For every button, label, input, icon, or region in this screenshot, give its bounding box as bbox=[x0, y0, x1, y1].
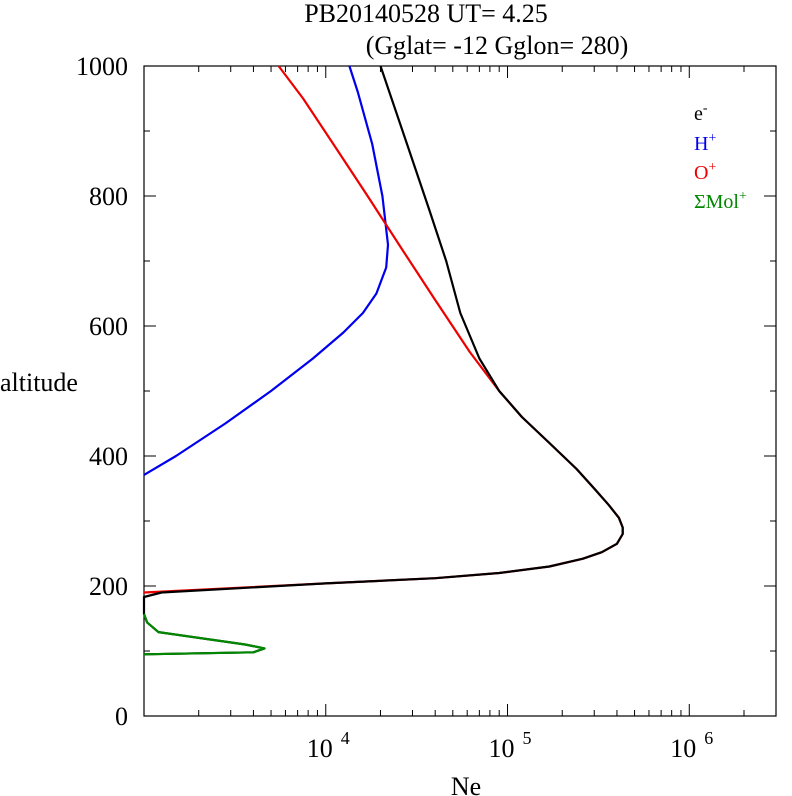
x-tick-label: 10 bbox=[307, 734, 333, 763]
axes: 0 200 400 600 800 1000 10 4 10 5 10 6 bbox=[76, 52, 777, 763]
y-tick-label: 0 bbox=[115, 702, 128, 731]
y-tick-label: 200 bbox=[89, 572, 128, 601]
legend-entry: H+ bbox=[694, 131, 716, 155]
x-tick-label-exponent: 5 bbox=[523, 728, 532, 748]
x-tick-label: 10 bbox=[489, 734, 515, 763]
plot-lines bbox=[142, 65, 624, 656]
x-tick-label: 10 bbox=[670, 734, 696, 763]
series-line-3 bbox=[142, 613, 266, 656]
x-tick-label-exponent: 4 bbox=[341, 728, 350, 748]
plot-frame bbox=[143, 65, 777, 717]
legend-entry: e- bbox=[694, 101, 708, 125]
x-axis-label: Ne bbox=[451, 772, 481, 796]
series-line-1 bbox=[143, 65, 390, 476]
y-tick-label: 600 bbox=[89, 312, 128, 341]
chart-title-line2: (Gglat= -12 Gglon= 280) bbox=[366, 31, 629, 60]
legend-entry: O+ bbox=[694, 160, 716, 184]
y-tick-label: 800 bbox=[89, 182, 128, 211]
x-tick-label-exponent: 6 bbox=[704, 728, 713, 748]
legend: e- H+ O+ ΣMol+ bbox=[694, 101, 747, 213]
chart-title-line1: PB20140528 UT= 4.25 bbox=[304, 0, 548, 28]
y-axis-label: altitude bbox=[0, 368, 78, 397]
y-tick-label: 1000 bbox=[76, 52, 128, 81]
series-line-0 bbox=[142, 65, 624, 656]
series-line-2 bbox=[143, 65, 624, 594]
legend-entry: ΣMol+ bbox=[694, 189, 747, 213]
y-tick-label: 400 bbox=[89, 442, 128, 471]
